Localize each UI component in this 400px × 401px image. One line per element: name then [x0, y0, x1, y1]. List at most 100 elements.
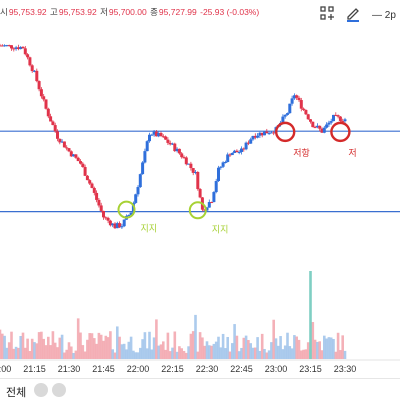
volume-bar	[0, 329, 2, 359]
volume-bar	[166, 332, 170, 359]
volume-bar	[221, 333, 225, 359]
x-tick-label: 21:30	[58, 364, 81, 374]
high-value: 95,753.92	[58, 7, 97, 17]
volume-bar	[300, 350, 303, 359]
volume-bar	[58, 337, 62, 359]
volume-bar	[323, 335, 326, 359]
volume-bar	[191, 331, 195, 359]
volume-bar	[65, 349, 68, 359]
candle-body	[106, 217, 110, 221]
volume-bar	[116, 326, 119, 359]
all-range-button[interactable]: 전체	[6, 387, 27, 399]
candle-body	[297, 97, 301, 101]
volume-bar	[102, 340, 105, 359]
volume-bar	[17, 347, 20, 359]
volume-bar	[111, 349, 114, 359]
volume-bar	[217, 336, 220, 359]
candle-body	[26, 54, 30, 58]
candle-body	[97, 199, 101, 206]
candle-body	[207, 202, 211, 208]
volume-bar	[254, 347, 257, 359]
candle-body	[265, 131, 269, 134]
candle-body	[3, 45, 7, 47]
volume-bar	[122, 343, 126, 359]
volume-bar	[90, 333, 94, 359]
volume-bar	[51, 331, 55, 359]
close-label: 종	[150, 7, 158, 17]
x-tick-label: 21:15	[23, 364, 46, 374]
volume-bar	[343, 350, 347, 359]
volume-bar	[274, 338, 278, 359]
volume-bar	[212, 343, 216, 359]
candle-body	[0, 45, 4, 47]
volume-bar	[341, 335, 344, 359]
candle-body	[203, 209, 207, 211]
candle-body	[81, 163, 85, 168]
candle-body	[233, 150, 237, 153]
volume-bar	[306, 342, 310, 359]
circle-button-2[interactable]	[52, 383, 66, 397]
volume-bar	[136, 352, 140, 359]
volume-bar	[83, 351, 87, 359]
resistance-marker-1[interactable]	[275, 121, 296, 143]
volume-bar	[79, 332, 82, 359]
candle-body	[325, 124, 329, 128]
volume-bar	[72, 352, 75, 359]
volume-bar	[67, 342, 71, 359]
volume-bar	[332, 338, 335, 359]
indicators-icon[interactable]	[320, 6, 334, 22]
volume-bar	[120, 344, 124, 359]
candle-body	[76, 157, 80, 162]
resistance-marker-2[interactable]	[330, 121, 351, 143]
line-width-selector[interactable]: — 2p	[372, 9, 396, 23]
candle-body	[154, 131, 158, 137]
volume-bar	[201, 337, 204, 359]
volume-bar	[40, 331, 43, 359]
volume-bar	[118, 336, 121, 359]
volume-bar	[247, 340, 250, 359]
price-chart[interactable]: 지지 지지 저항 저 21:00 21:15 21:30 21:45 22:00 22:15 22…	[0, 24, 400, 378]
volume-bar	[196, 351, 200, 359]
volume-bar	[7, 342, 11, 359]
candle-body	[60, 141, 64, 143]
candle-body	[196, 171, 200, 190]
candle-body	[168, 142, 172, 145]
volume-bar	[256, 337, 259, 359]
candle-body	[327, 122, 331, 125]
volume-bar	[159, 344, 163, 359]
volume-bar	[205, 341, 209, 359]
support-marker-2[interactable]	[188, 201, 207, 220]
candle-body	[320, 128, 324, 133]
circle-button[interactable]	[34, 383, 48, 397]
support-marker-1[interactable]	[117, 200, 136, 219]
volume-bar	[295, 336, 298, 359]
support-label-1: 지지	[141, 224, 158, 234]
volume-bar	[173, 331, 177, 359]
candle-body	[244, 142, 248, 150]
volume-bar	[49, 345, 52, 359]
volume-bar	[53, 342, 57, 359]
pencil-icon[interactable]	[346, 6, 360, 24]
candle-body	[306, 114, 310, 120]
top-toolbar: 시95,753.92 고95,753.92 저95,700.00 종95,727…	[0, 0, 400, 24]
open-value: 95,753.92	[8, 7, 47, 17]
candle-body	[104, 217, 108, 219]
volume-bar	[187, 346, 190, 359]
volume-bar	[139, 347, 142, 359]
candle-body	[332, 114, 335, 122]
candle-body	[83, 167, 87, 176]
candle-body	[10, 45, 13, 49]
volume-bar	[283, 345, 287, 359]
candle-body	[88, 180, 92, 184]
candle-body	[263, 131, 266, 136]
volume-bar	[35, 343, 39, 359]
volume-bar	[249, 343, 252, 359]
volume-bar	[281, 349, 285, 359]
volume-bar	[311, 322, 315, 359]
candle-body	[189, 163, 193, 169]
volume-bar	[56, 347, 59, 359]
candles	[0, 43, 347, 229]
volume-bar	[14, 346, 18, 359]
volume-bar	[21, 332, 25, 359]
candle-body	[315, 125, 319, 128]
